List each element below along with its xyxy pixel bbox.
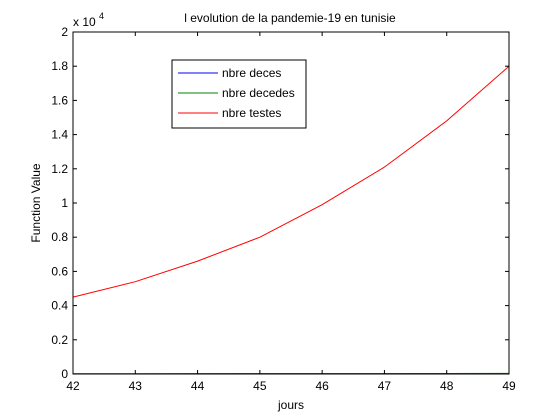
- y-tick-label: 0: [61, 367, 68, 381]
- y-tick-label: 0.4: [51, 299, 68, 313]
- y-tick-label: 0.2: [51, 333, 68, 347]
- y-axis: 0 0.2 0.4 0.6 0.8 1 1.2 1.4 1.6 1.8 2: [51, 25, 509, 381]
- y-axis-label: Function Value: [29, 163, 43, 242]
- y-tick-label: 1: [61, 196, 68, 210]
- y-multiplier-exponent: 4: [99, 11, 104, 21]
- legend: nbre deces nbre decedes nbre testes: [171, 59, 307, 129]
- y-tick-label: 2: [61, 25, 68, 39]
- chart-title: l evolution de la pandemie-19 en tunisie: [184, 11, 396, 25]
- x-tick-label: 48: [440, 379, 454, 393]
- y-tick-label: 1.4: [51, 128, 68, 142]
- y-tick-label: 0.8: [51, 230, 68, 244]
- legend-entry-3: nbre testes: [222, 106, 281, 120]
- legend-box: [171, 59, 307, 129]
- y-multiplier-base: x 10: [73, 15, 96, 29]
- y-tick-label: 1.8: [51, 59, 68, 73]
- legend-entry-2: nbre decedes: [222, 86, 295, 100]
- x-tick-label: 42: [66, 379, 80, 393]
- series-line-3: [72, 65, 510, 298]
- x-tick-label: 47: [378, 379, 392, 393]
- x-tick-label: 44: [191, 379, 205, 393]
- y-multiplier-label: x 10 4: [73, 11, 104, 29]
- legend-entry-1: nbre deces: [222, 66, 281, 80]
- y-tick-label: 0.6: [51, 264, 68, 278]
- x-tick-label: 46: [315, 379, 329, 393]
- x-tick-label: 49: [502, 379, 516, 393]
- y-tick-label: 1.6: [51, 93, 68, 107]
- y-tick-label: 1.2: [51, 162, 68, 176]
- x-axis-label: jours: [277, 398, 304, 412]
- x-tick-label: 43: [129, 379, 143, 393]
- x-axis: 42 43 44 45 46 47 48 49: [66, 32, 516, 393]
- x-tick-label: 45: [253, 379, 267, 393]
